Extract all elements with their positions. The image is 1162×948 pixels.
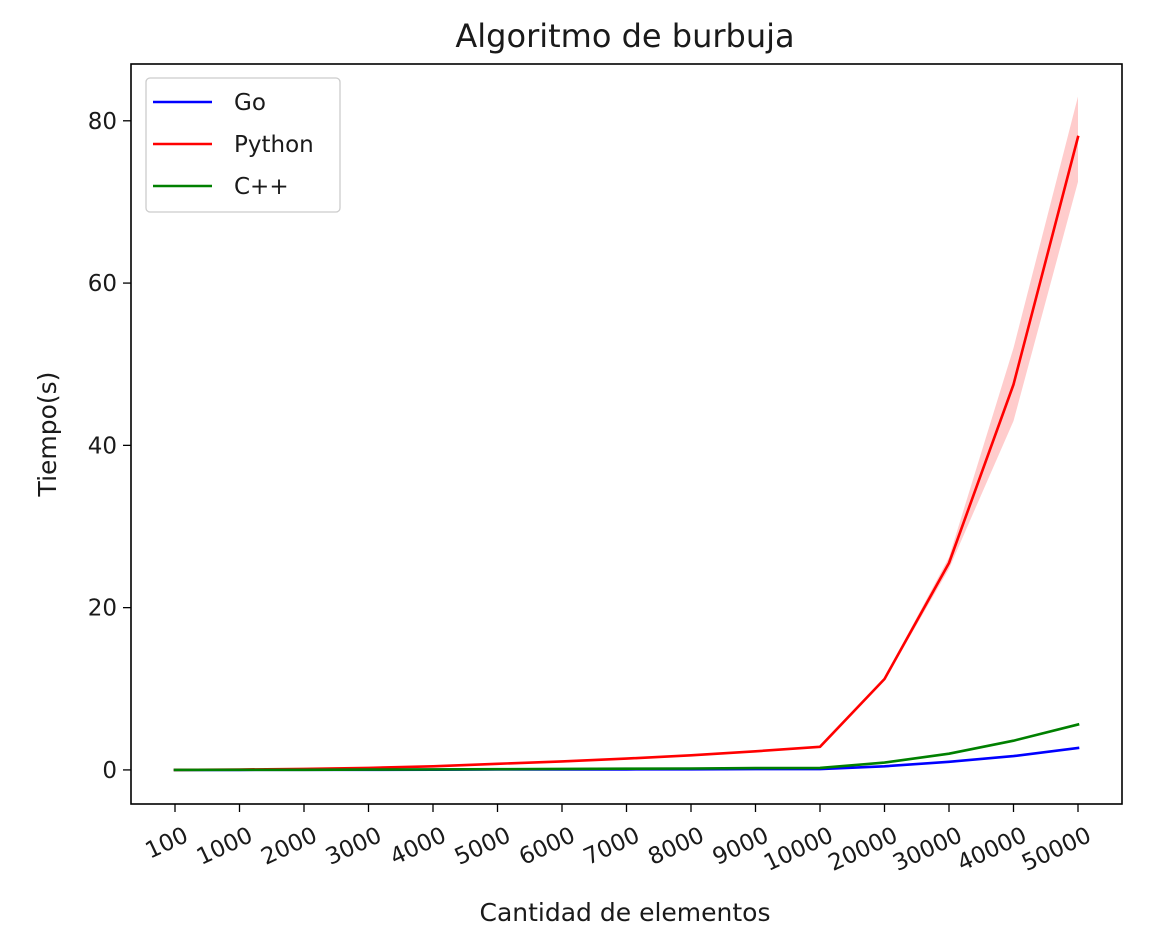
series-line-c- — [173, 722, 1080, 772]
y-tick-label: 40 — [88, 433, 117, 459]
y-tick-label: 60 — [88, 271, 117, 297]
legend-box — [145, 77, 341, 213]
legend: Go Python C++ — [145, 77, 341, 213]
y-tick-label: 80 — [88, 109, 117, 135]
chart-title: Algoritmo de burbuja — [455, 17, 794, 55]
y-tick-label: 20 — [88, 596, 117, 622]
legend-label-python: Python — [234, 132, 314, 158]
y-axis-ticks: 0 20 40 60 80 — [88, 109, 131, 784]
x-axis-label: Cantidad de elementos — [480, 898, 771, 927]
plot-area — [173, 96, 1080, 772]
y-axis-label: Tiempo(s) — [33, 372, 62, 498]
legend-label-c-: C++ — [234, 174, 289, 200]
y-tick-label: 0 — [102, 758, 117, 784]
legend-label-go: Go — [234, 90, 266, 116]
